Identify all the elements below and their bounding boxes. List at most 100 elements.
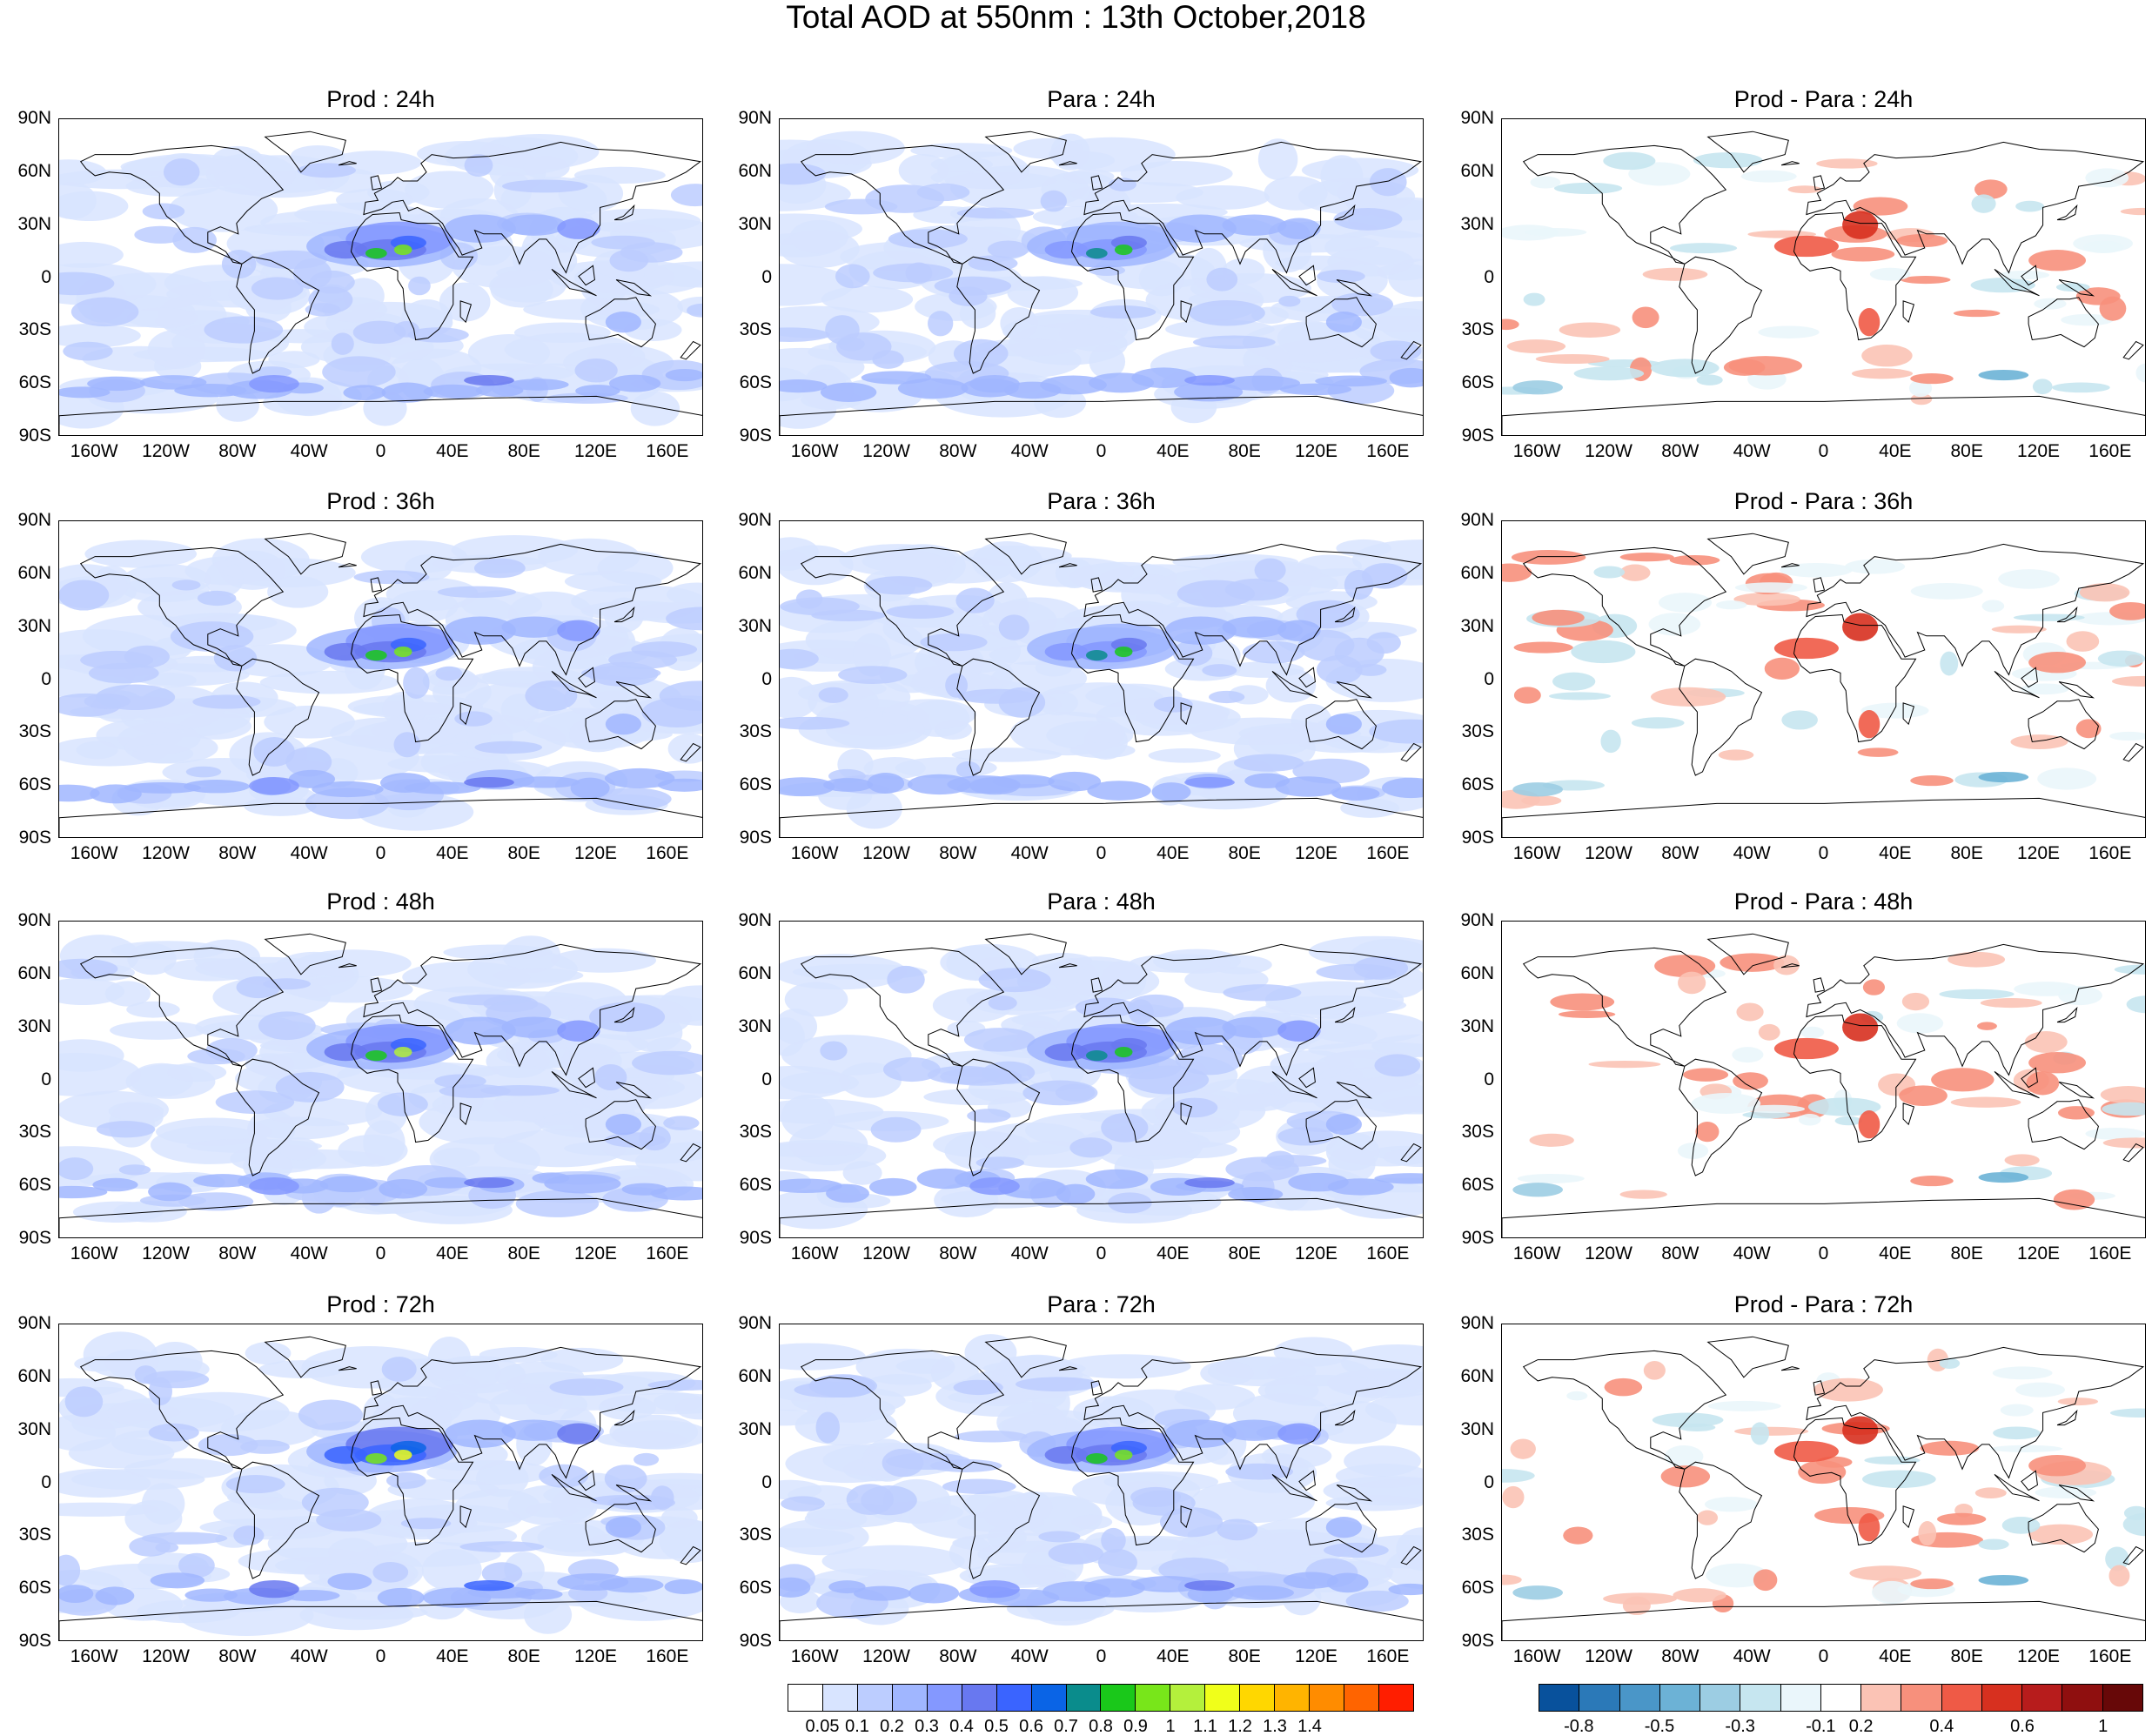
- coastline: [1780, 161, 1800, 166]
- field-blob: [197, 590, 237, 607]
- lat-tick-label: 30S: [739, 1122, 772, 1143]
- field-blob: [96, 1121, 156, 1138]
- field-blob: [1571, 640, 1636, 664]
- coastline: [1305, 1502, 1377, 1553]
- coastline: [1058, 161, 1077, 166]
- field-blob: [1217, 1518, 1258, 1541]
- field-blob: [594, 625, 636, 660]
- field-blob: [2015, 200, 2045, 212]
- field-blob: [1264, 176, 1328, 211]
- lat-tick-label: 90S: [739, 1631, 772, 1651]
- lon-tick-label: 160W: [70, 441, 118, 461]
- lat-tick-label: 90N: [1460, 1313, 1494, 1333]
- field-blob: [598, 1395, 657, 1420]
- lon-tick-label: 40E: [1879, 1243, 1912, 1263]
- field-blob: [2052, 382, 2110, 393]
- field-blob: [1753, 1569, 1778, 1592]
- field-blob: [1858, 1109, 1880, 1139]
- field-blob: [352, 320, 406, 345]
- coastline: [1780, 963, 1800, 969]
- field-blob: [670, 184, 702, 207]
- field-blob: [1353, 956, 1409, 981]
- lat-tick-label: 60S: [18, 1578, 51, 1599]
- field-blob: [1652, 1412, 1724, 1428]
- field-blob: [2114, 964, 2145, 975]
- field-blob: [2021, 683, 2069, 695]
- field-blob: [1114, 1046, 1133, 1058]
- field-blob: [1858, 307, 1880, 337]
- field-blob: [1084, 1578, 1145, 1598]
- aod-field: [59, 1331, 702, 1636]
- field-blob: [329, 717, 442, 749]
- coastline: [1305, 1099, 1377, 1150]
- lat-tick-label: 90N: [1460, 510, 1494, 530]
- lon-tick-label: 80W: [218, 441, 257, 461]
- field-blob: [393, 646, 412, 658]
- coastline: [1813, 175, 1826, 191]
- field-blob: [95, 1586, 135, 1605]
- lon-tick-label: 40E: [436, 1243, 469, 1263]
- field-blob: [1323, 1542, 1389, 1558]
- field-blob: [1164, 1016, 1237, 1045]
- lat-tick-label: 90S: [18, 1631, 51, 1651]
- field-blob: [199, 1518, 326, 1537]
- coastlines: [59, 533, 702, 837]
- lon-tick-label: 120E: [1294, 1646, 1338, 1666]
- lon-tick-label: 40W: [290, 1243, 328, 1263]
- field-blob: [1858, 1512, 1880, 1542]
- map-canvas: [59, 533, 702, 837]
- coastline: [236, 658, 320, 776]
- coastline: [1305, 297, 1377, 348]
- field-blob: [1229, 1585, 1295, 1600]
- field-blob: [978, 968, 1051, 993]
- field-blob: [1324, 1050, 1390, 1070]
- lon-tick-label: 40E: [1156, 1646, 1190, 1666]
- lat-tick-label: 90N: [1460, 910, 1494, 930]
- coastline: [59, 1197, 702, 1237]
- field-blob: [1315, 375, 1387, 387]
- lon-tick-label: 80W: [1661, 1646, 1699, 1666]
- lat-tick-label: 90N: [738, 510, 772, 530]
- lon-tick-label: 80E: [507, 1243, 540, 1263]
- coastline: [370, 175, 383, 191]
- field-blob: [2034, 298, 2067, 310]
- field-blob: [1733, 593, 1800, 607]
- field-blob: [1000, 307, 1038, 339]
- coastline: [1806, 943, 2145, 1076]
- field-blob: [949, 286, 988, 306]
- coastline: [1679, 1461, 1763, 1579]
- field-blob: [1650, 359, 1720, 378]
- field-blob: [1048, 771, 1102, 792]
- field-blob: [118, 1164, 151, 1176]
- field-blob: [969, 1580, 1020, 1599]
- coastline: [1400, 742, 1422, 762]
- field-blob: [198, 1434, 258, 1457]
- field-blob: [1517, 1174, 1585, 1183]
- field-blob: [2037, 767, 2097, 790]
- field-blob: [59, 1585, 94, 1604]
- field-blob: [92, 1177, 138, 1192]
- field-blob: [1693, 152, 1763, 169]
- field-blob: [1369, 719, 1423, 744]
- field-blob: [865, 1373, 932, 1397]
- field-blob: [267, 575, 329, 608]
- lat-tick-label: 0: [41, 1471, 51, 1492]
- field-blob: [2083, 240, 2124, 254]
- lat-tick-label: 0: [41, 668, 51, 689]
- field-blob: [525, 680, 578, 712]
- field-blob: [381, 1357, 417, 1382]
- field-blob: [1901, 276, 1951, 285]
- lon-tick-label: 160E: [2088, 1243, 2132, 1263]
- coastline: [984, 131, 1067, 173]
- lon-tick-label: 0: [1818, 441, 1829, 461]
- coastline: [615, 681, 653, 699]
- field-blob: [1278, 295, 1301, 307]
- lon-tick-label: 80E: [507, 1646, 540, 1666]
- field-blob: [609, 1414, 699, 1450]
- lon-tick-label: 160W: [1512, 441, 1561, 461]
- field-blob: [328, 1538, 378, 1567]
- field-blob: [1918, 1521, 1937, 1546]
- field-blob: [1603, 1592, 1678, 1605]
- field-blob: [2085, 1127, 2145, 1140]
- field-blob: [998, 687, 1046, 718]
